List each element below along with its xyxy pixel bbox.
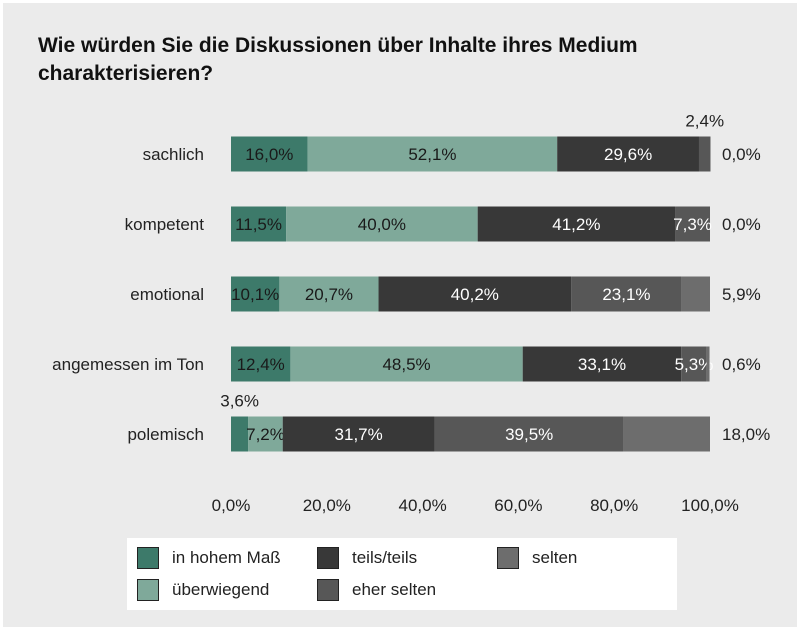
chart-legend: in hohem Maß überwiegend teils/teils eher s… bbox=[127, 538, 677, 610]
legend-label: überwiegend bbox=[172, 580, 270, 599]
bar-segment bbox=[434, 416, 624, 452]
legend-swatch bbox=[317, 579, 339, 601]
data-label: 3,6% bbox=[220, 392, 259, 411]
bar-segment bbox=[571, 276, 682, 312]
bar-segment bbox=[623, 416, 710, 452]
data-label: 0,0% bbox=[722, 215, 761, 234]
x-tick-label: 80,0% bbox=[590, 496, 638, 515]
bar-segment bbox=[282, 416, 435, 452]
data-label: 11,5% bbox=[235, 215, 282, 234]
x-tick-label: 60,0% bbox=[494, 496, 542, 515]
legend-swatch bbox=[317, 547, 339, 569]
category-label: angemessen im Ton bbox=[52, 355, 204, 374]
category-label: polemisch bbox=[127, 425, 204, 444]
data-label: 23,1% bbox=[602, 285, 650, 304]
x-tick-label: 100,0% bbox=[681, 496, 739, 515]
data-label: 5,9% bbox=[722, 285, 761, 304]
data-label: 40,0% bbox=[358, 215, 406, 234]
data-label: 33,1% bbox=[578, 355, 626, 374]
data-label: 0,0% bbox=[722, 145, 761, 164]
legend-label: teils/teils bbox=[352, 548, 418, 567]
data-label: 52,1% bbox=[408, 145, 456, 164]
data-label: 7,3% bbox=[673, 215, 712, 234]
bar-segment bbox=[231, 346, 291, 382]
data-label: 29,6% bbox=[604, 145, 652, 164]
legend-item: eher selten bbox=[317, 578, 436, 602]
bar-segment bbox=[698, 136, 711, 172]
bar-segment bbox=[248, 416, 283, 452]
bar-segment bbox=[477, 206, 676, 242]
x-tick-label: 0,0% bbox=[212, 496, 251, 515]
data-label: 18,0% bbox=[722, 425, 770, 444]
bar-segment bbox=[378, 276, 572, 312]
data-label: 48,5% bbox=[382, 355, 430, 374]
legend-swatch bbox=[137, 547, 159, 569]
data-label: 40,2% bbox=[451, 285, 499, 304]
legend-item: überwiegend bbox=[137, 578, 269, 602]
bar-segment bbox=[231, 206, 287, 242]
x-tick-label: 40,0% bbox=[398, 496, 446, 515]
bar-segment bbox=[231, 136, 308, 172]
data-label: 7,2% bbox=[246, 425, 285, 444]
category-label: kompetent bbox=[125, 215, 205, 234]
bar-segment bbox=[231, 276, 280, 312]
bar-segment bbox=[307, 136, 558, 172]
data-label: 41,2% bbox=[552, 215, 600, 234]
category-label: emotional bbox=[130, 285, 204, 304]
legend-label: eher selten bbox=[352, 580, 437, 599]
data-label: 31,7% bbox=[335, 425, 383, 444]
data-label: 10,1% bbox=[231, 285, 279, 304]
data-label: 20,7% bbox=[305, 285, 353, 304]
chart-container: Wie würden Sie die Diskussionen über Inh… bbox=[3, 3, 797, 627]
data-label: 5,3% bbox=[675, 355, 714, 374]
bar-segment bbox=[290, 346, 523, 382]
legend-item: teils/teils bbox=[317, 546, 417, 570]
data-label: 39,5% bbox=[505, 425, 553, 444]
bar-segment bbox=[681, 346, 707, 382]
legend-item: selten bbox=[497, 546, 577, 570]
bar-segment bbox=[675, 206, 710, 242]
chart-title: Wie würden Sie die Diskussionen über Inh… bbox=[38, 34, 638, 85]
bar-segment bbox=[286, 206, 478, 242]
bar-segment bbox=[279, 276, 379, 312]
data-label: 16,0% bbox=[245, 145, 293, 164]
bar-segment bbox=[681, 276, 710, 312]
x-tick-label: 20,0% bbox=[303, 496, 351, 515]
bar-segment bbox=[231, 416, 249, 452]
data-label: 0,6% bbox=[722, 355, 761, 374]
legend-swatch bbox=[137, 579, 159, 601]
data-label: 2,4% bbox=[685, 112, 724, 131]
legend-swatch bbox=[497, 547, 519, 569]
bar-segment bbox=[557, 136, 699, 172]
legend-label: in hohem Maß bbox=[172, 548, 281, 567]
bar-segment bbox=[706, 346, 710, 382]
stacked-bar-chart: sachlich 16,0% 52,1% 29,6% 2,4% 0,0% kompetent… bbox=[52, 112, 770, 516]
legend-item: in hohem Maß bbox=[137, 546, 281, 570]
bar-segment bbox=[522, 346, 682, 382]
data-label: 12,4% bbox=[237, 355, 285, 374]
legend-label: selten bbox=[532, 548, 578, 567]
category-label: sachlich bbox=[143, 145, 204, 164]
